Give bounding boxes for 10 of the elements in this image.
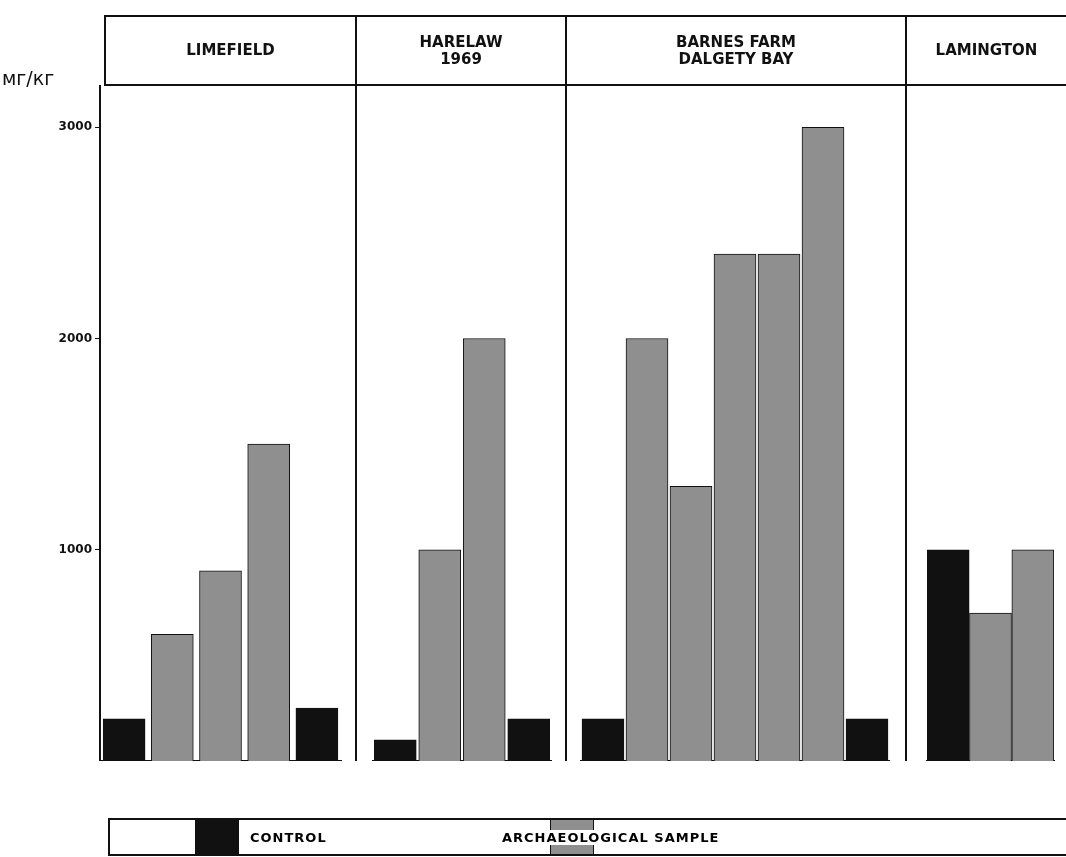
text: CONTROL xyxy=(250,830,327,845)
y-tick-label: 1000 xyxy=(58,541,92,556)
chart-title: BARNES FARM DALGETY BAY xyxy=(567,15,905,86)
y-tick-label: 2000 xyxy=(58,330,92,345)
y-tick-label: 3000 xyxy=(58,119,92,134)
y-axis-title: мг/кг xyxy=(2,67,55,89)
chart-title: LIMEFIELD xyxy=(104,15,355,86)
chart-title: LAMINGTON xyxy=(907,15,1066,86)
text: ARCHAEOLOGICAL SAMPLE xyxy=(502,830,720,845)
chart-title: HARELAW 1969 xyxy=(357,15,565,86)
